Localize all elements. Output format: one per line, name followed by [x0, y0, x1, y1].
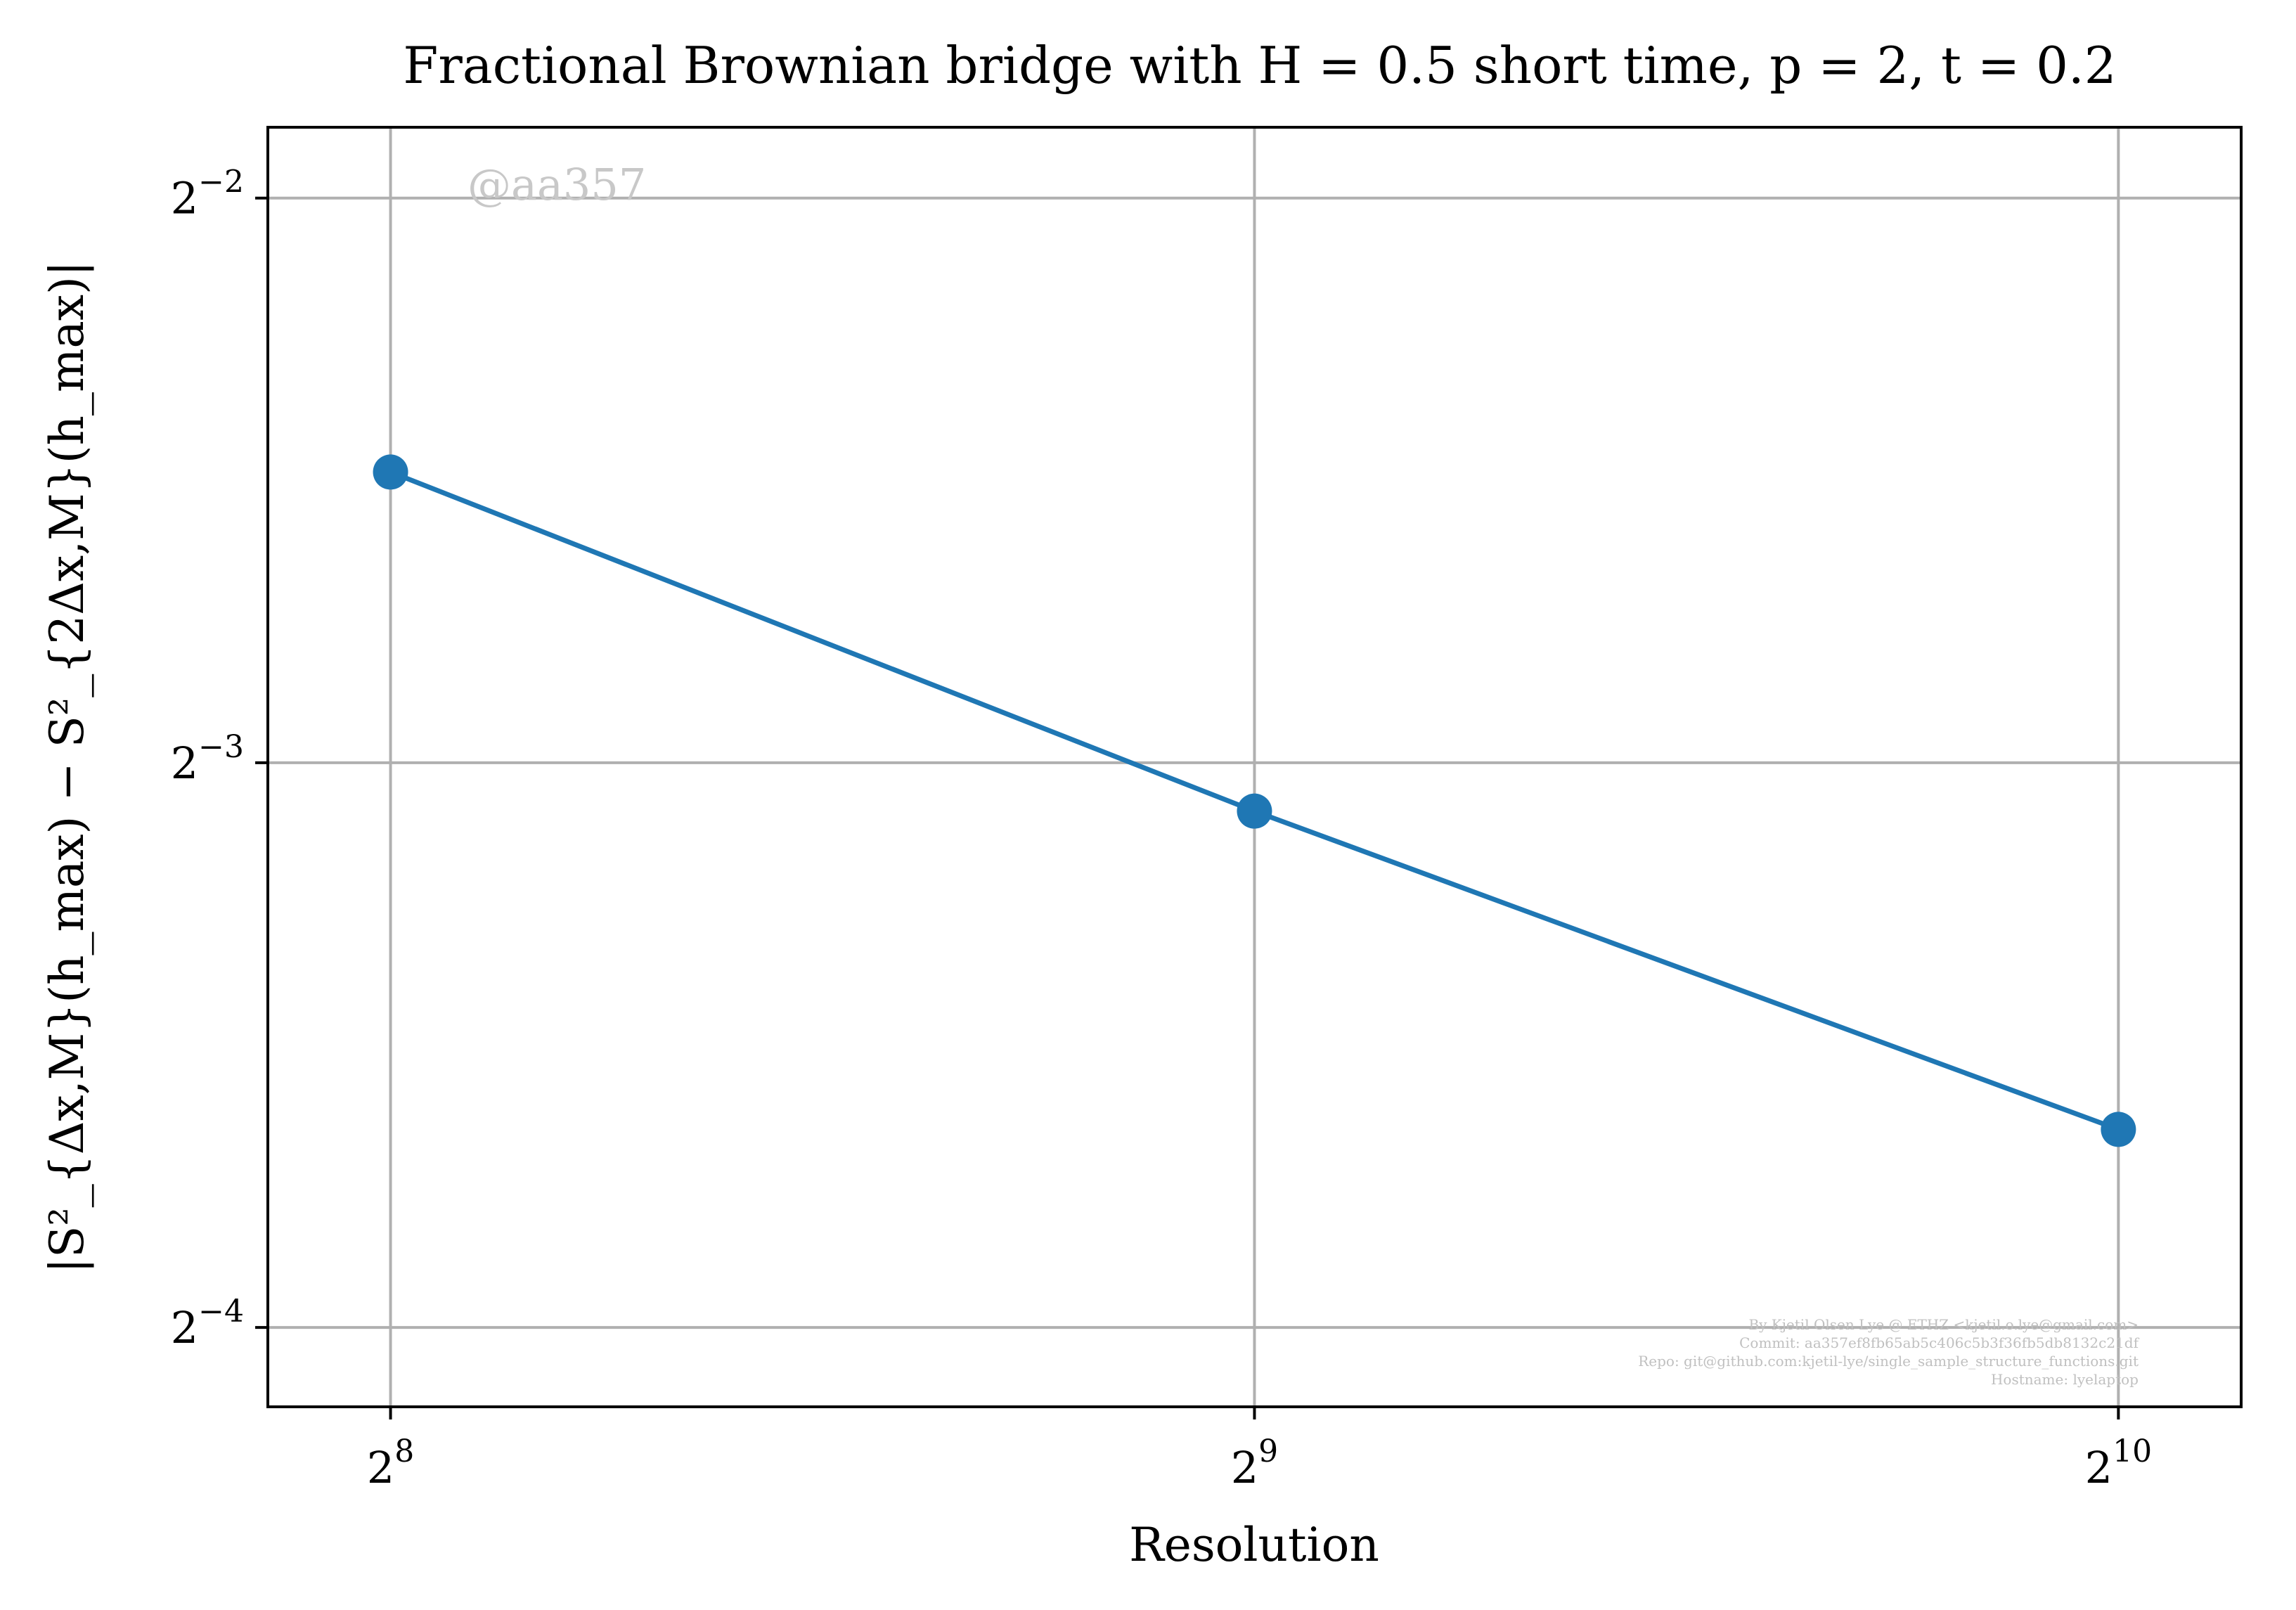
footer-line-author: By Kjetil Olsen Lye @ ETHZ <kjetil.o.lye… [1748, 1316, 2139, 1333]
footer-line-repo: Repo: git@github.com:kjetil-lye/single_s… [1638, 1353, 2139, 1370]
footer-info: By Kjetil Olsen Lye @ ETHZ <kjetil.o.lye… [1638, 1316, 2139, 1388]
x-tick-label: 29 [1231, 1434, 1278, 1493]
chart-title: Fractional Brownian bridge with H = 0.5 … [403, 36, 2116, 95]
x-axis-label: Resolution [1129, 1518, 1379, 1572]
y-axis-ticks: 2−2 2−3 2−4 [171, 165, 268, 1353]
grid-lines [268, 127, 2241, 1407]
x-axis-ticks: 28 29 210 [367, 1407, 2152, 1493]
data-point [373, 454, 408, 490]
data-point [2101, 1112, 2136, 1147]
y-tick-label: 2−3 [171, 729, 244, 789]
x-tick-label: 28 [367, 1434, 414, 1493]
data-series [373, 454, 2136, 1147]
y-axis-label: |S²_{Δx,M}(h_max) − S²_{2Δx,M}(h_max)| [40, 261, 94, 1273]
footer-line-hostname: Hostname: lyelaptop [1991, 1371, 2139, 1388]
data-point [1237, 793, 1272, 829]
x-tick-label: 210 [2085, 1434, 2152, 1493]
y-tick-label: 2−2 [171, 165, 244, 224]
y-tick-label: 2−4 [171, 1294, 244, 1353]
footer-line-commit: Commit: aa357ef8fb65ab5c406c5b3f36fb5db8… [1739, 1334, 2139, 1351]
watermark-text: @aa357 [467, 159, 646, 210]
